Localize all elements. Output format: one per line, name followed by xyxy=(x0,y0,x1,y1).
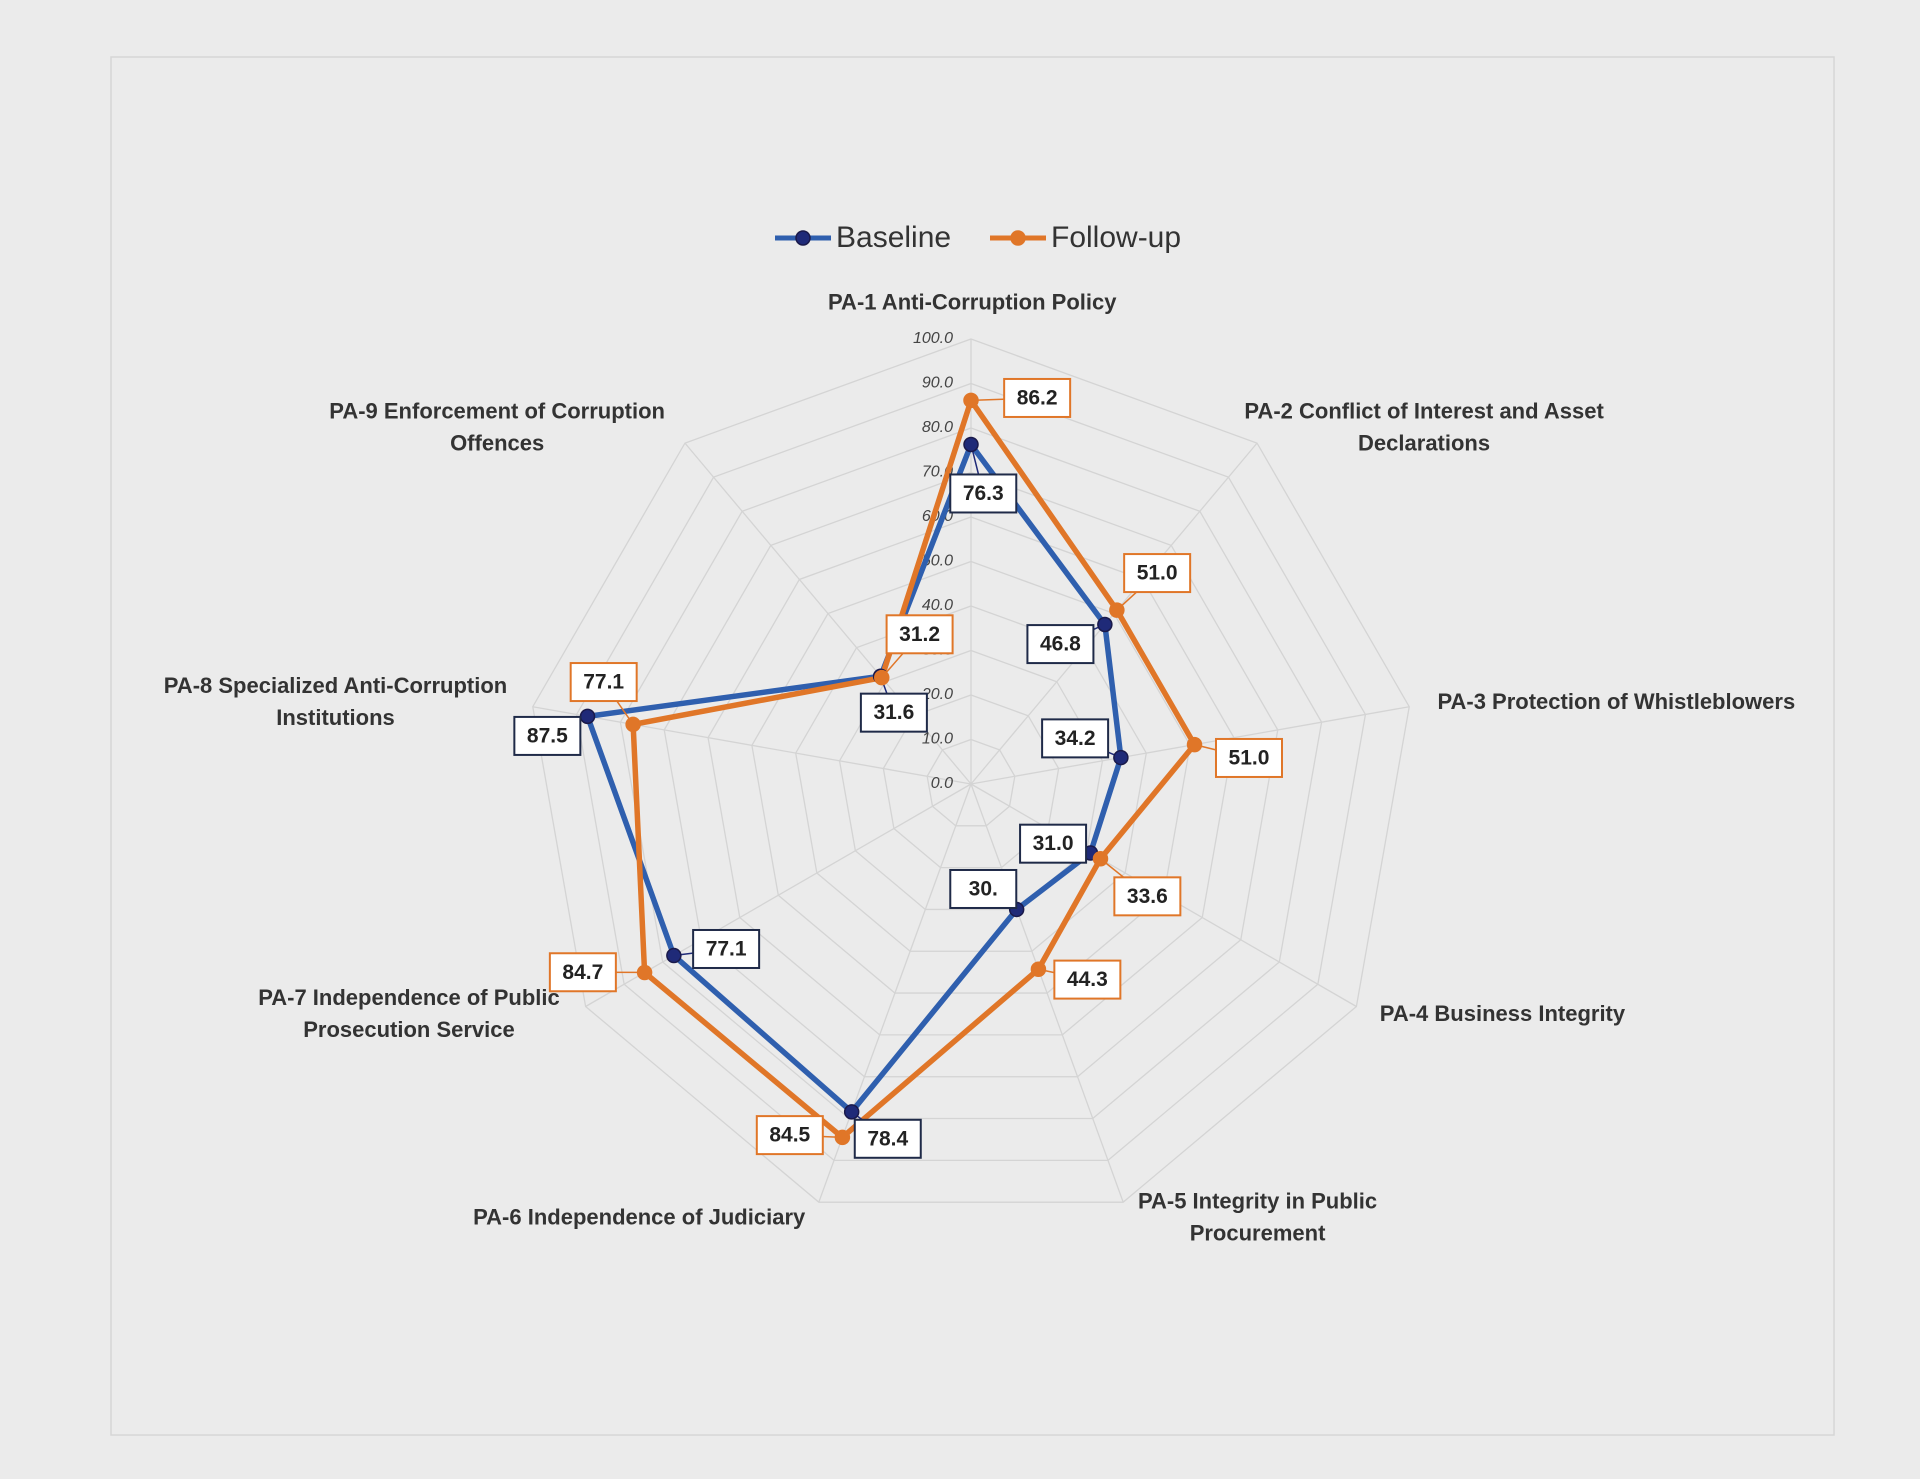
data-label: 31.6 xyxy=(873,701,914,724)
marker xyxy=(636,964,653,981)
data-label: 51.0 xyxy=(1229,747,1270,770)
data-label: 31.2 xyxy=(899,623,940,646)
label-box xyxy=(853,1118,922,1159)
series-line xyxy=(584,441,1124,1115)
data-label: 34.2 xyxy=(1055,727,1096,750)
data-label: 77.1 xyxy=(706,938,747,961)
series-line xyxy=(630,397,1198,1141)
data-label: 31.0 xyxy=(1033,832,1074,855)
label-box xyxy=(1003,377,1072,418)
label-box xyxy=(1041,718,1110,759)
category-label: PA-3 Protection of Whistleblowers xyxy=(1437,689,1795,714)
data-label: 44.3 xyxy=(1067,968,1108,991)
marker xyxy=(963,392,979,409)
legend-label: Baseline xyxy=(836,221,951,254)
marker xyxy=(1092,851,1109,867)
data-label: 30. xyxy=(969,878,998,901)
marker xyxy=(625,716,641,733)
category-label: PA-5 Integrity in Public Procurement xyxy=(1138,1188,1377,1245)
r-tick-label: 40.0 xyxy=(922,597,953,614)
category-label: PA-7 Independence of Public Prosecution S… xyxy=(258,985,560,1042)
spoke xyxy=(532,706,972,785)
label-box xyxy=(548,952,617,993)
r-tick-label: 20.0 xyxy=(921,686,953,703)
data-label: 77.1 xyxy=(583,671,624,694)
r-tick-label: 90.0 xyxy=(922,375,953,392)
label-box xyxy=(513,715,582,756)
marker xyxy=(1113,749,1129,766)
label-box xyxy=(1053,959,1122,1000)
category-label: PA-9 Enforcement of Corruption Offences xyxy=(329,398,665,455)
marker xyxy=(1186,736,1203,753)
category-label: PA-8 Specialized Anti-Corruption Institut… xyxy=(164,673,507,730)
label-box xyxy=(1019,823,1088,864)
grid-ring xyxy=(751,560,1191,994)
category-label: PA-6 Independence of Judiciary xyxy=(473,1204,806,1229)
spoke xyxy=(970,783,1124,1203)
r-tick-label: 100.0 xyxy=(913,330,953,347)
grid-ring xyxy=(663,471,1279,1078)
plot-frame xyxy=(110,56,1835,1436)
r-tick-label: 10.0 xyxy=(922,731,953,748)
label-box xyxy=(1214,737,1283,778)
data-label: 33.6 xyxy=(1127,885,1168,908)
marker xyxy=(963,436,979,453)
data-label: 76.3 xyxy=(963,482,1004,505)
label-box xyxy=(859,692,928,733)
grid-ring xyxy=(532,338,1410,1203)
legend-marker xyxy=(1010,230,1026,246)
r-tick-label: 0.0 xyxy=(931,775,953,792)
label-box xyxy=(1113,876,1182,917)
marker xyxy=(843,1104,860,1120)
grid-ring xyxy=(575,382,1367,1161)
category-label: PA-1 Anti-Corruption Policy xyxy=(828,289,1117,314)
marker xyxy=(834,1129,851,1146)
grid-ring xyxy=(619,427,1323,1120)
data-label: 87.5 xyxy=(527,724,568,747)
marker xyxy=(1030,961,1047,977)
marker xyxy=(666,947,682,964)
label-box xyxy=(692,928,761,969)
data-label: 84.7 xyxy=(562,961,603,984)
label-box xyxy=(569,662,638,703)
grid-ring xyxy=(707,516,1235,1036)
category-label: PA-2 Conflict of Interest and Asset Decla… xyxy=(1244,398,1604,455)
data-label: 86.2 xyxy=(1017,387,1058,410)
data-label: 78.4 xyxy=(867,1127,908,1150)
marker xyxy=(579,708,596,725)
grid-ring xyxy=(926,738,1016,827)
marker xyxy=(1109,602,1125,618)
label-box xyxy=(885,614,954,655)
label-box xyxy=(949,868,1018,909)
label-box xyxy=(1123,553,1192,594)
r-tick-label: 80.0 xyxy=(922,419,953,436)
marker xyxy=(1097,616,1113,633)
label-box xyxy=(949,473,1018,514)
data-label: 51.0 xyxy=(1137,562,1178,585)
data-label: 84.5 xyxy=(769,1124,810,1147)
label-box xyxy=(755,1115,824,1156)
legend-marker xyxy=(795,230,811,246)
marker xyxy=(874,669,890,686)
data-label: 46.8 xyxy=(1040,633,1081,656)
category-label: PA-4 Business Integrity xyxy=(1380,1001,1626,1026)
legend-label: Follow-up xyxy=(1051,221,1181,254)
label-box xyxy=(1026,624,1095,665)
